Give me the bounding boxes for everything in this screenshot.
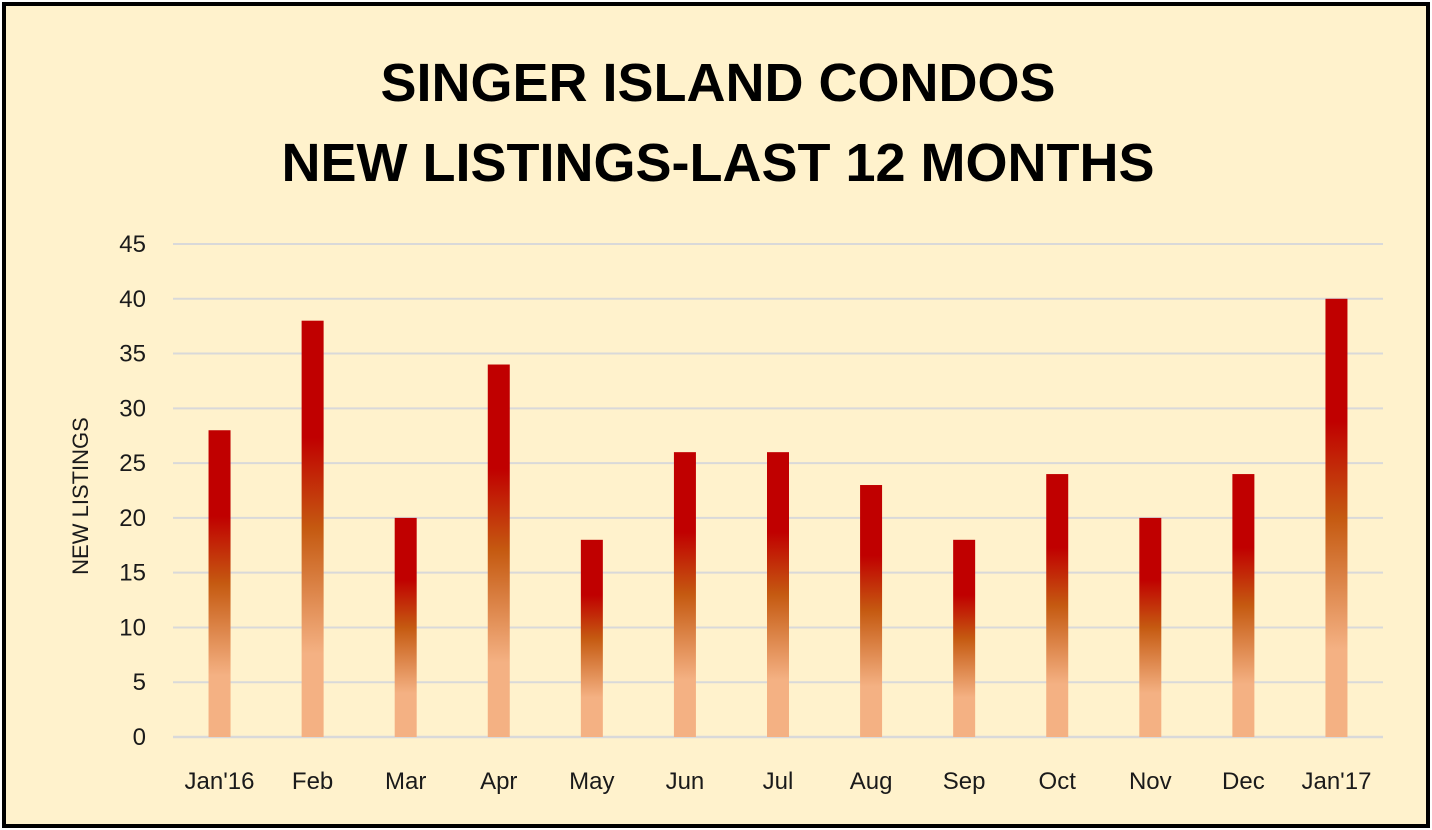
bar [394, 517, 417, 737]
chart-title-line-1: SINGER ISLAND CONDOS [380, 53, 1055, 113]
bar [1325, 298, 1348, 737]
y-axis-ticks: 0 5 10 15 20 25 30 35 40 45 [119, 231, 146, 751]
bar [767, 452, 789, 737]
y-tick-label: 20 [119, 505, 146, 532]
x-tick-label: Jan'16 [185, 768, 255, 795]
bar [860, 485, 883, 737]
bar [953, 539, 976, 737]
x-tick-label: Dec [1222, 768, 1265, 795]
x-tick-label: Jan'17 [1301, 768, 1371, 795]
bar [208, 430, 231, 737]
bars [208, 298, 1348, 737]
bar [580, 539, 603, 737]
x-tick-label: May [569, 768, 614, 795]
bar [673, 452, 696, 737]
x-tick-label: Mar [385, 768, 426, 795]
chart-title-line-2: NEW LISTINGS-LAST 12 MONTHS [281, 133, 1154, 193]
x-tick-label: Feb [292, 768, 333, 795]
x-tick-label: Jul [763, 768, 794, 795]
x-tick-label: Apr [480, 768, 517, 795]
y-tick-label: 0 [133, 724, 146, 751]
bar-chart: SINGER ISLAND CONDOS NEW LISTINGS-LAST 1… [68, 53, 1383, 795]
y-tick-label: 30 [119, 395, 146, 422]
bar [1046, 474, 1069, 737]
x-tick-label: Oct [1039, 768, 1077, 795]
bar [301, 320, 324, 737]
y-tick-label: 5 [133, 669, 146, 696]
bar [487, 364, 510, 737]
x-tick-label: Jun [666, 768, 705, 795]
bar [1139, 517, 1162, 737]
x-axis-ticks: Jan'16 Feb Mar Apr May Jun Jul Aug Sep Oct Nov Dec J… [185, 768, 1372, 795]
x-tick-label: Sep [943, 768, 986, 795]
y-tick-label: 35 [119, 341, 146, 368]
y-tick-label: 10 [119, 614, 146, 641]
x-tick-label: Nov [1129, 768, 1172, 795]
y-axis-title: NEW LISTINGS [68, 417, 93, 575]
y-tick-label: 15 [119, 560, 146, 587]
x-tick-label: Aug [850, 768, 893, 795]
y-tick-label: 40 [119, 286, 146, 313]
y-tick-label: 45 [119, 231, 146, 258]
y-tick-label: 25 [119, 450, 146, 477]
bar [1232, 474, 1255, 737]
